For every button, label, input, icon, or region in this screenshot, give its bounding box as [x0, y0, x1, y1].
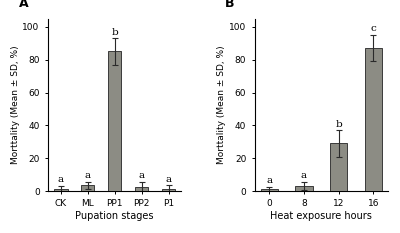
Bar: [54, 189, 68, 191]
Text: b: b: [111, 28, 118, 37]
Bar: [330, 144, 347, 191]
Text: a: a: [58, 175, 64, 185]
X-axis label: Pupation stages: Pupation stages: [76, 211, 154, 221]
Text: a: a: [301, 171, 307, 180]
Bar: [261, 189, 278, 191]
X-axis label: Heat exposure hours: Heat exposure hours: [270, 211, 372, 221]
Text: b: b: [335, 120, 342, 129]
Text: a: a: [266, 176, 272, 185]
Text: c: c: [370, 24, 376, 33]
Text: B: B: [225, 0, 235, 10]
Text: A: A: [19, 0, 28, 10]
Bar: [162, 188, 175, 191]
Text: a: a: [85, 171, 91, 180]
Text: a: a: [166, 175, 172, 184]
Bar: [108, 51, 122, 191]
Bar: [135, 187, 148, 191]
Text: a: a: [138, 171, 145, 180]
Bar: [81, 185, 94, 191]
Y-axis label: Morttality (Mean ± SD, %): Morttality (Mean ± SD, %): [217, 45, 226, 164]
Bar: [365, 48, 382, 191]
Bar: [295, 186, 313, 191]
Y-axis label: Morttality (Mean ± SD, %): Morttality (Mean ± SD, %): [11, 45, 20, 164]
